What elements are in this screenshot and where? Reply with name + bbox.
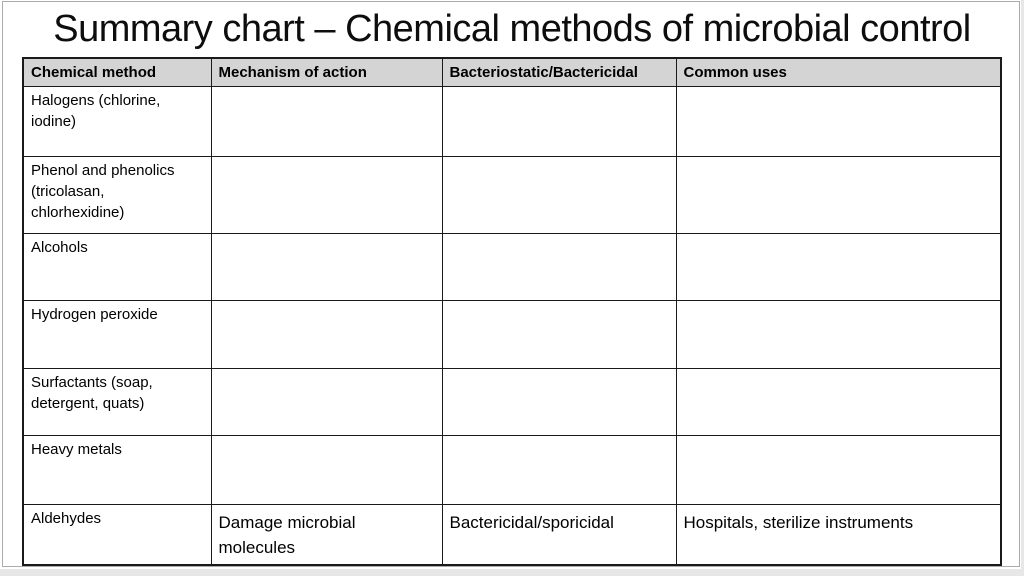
table-row: Halogens (chlorine, iodine) (22, 85, 1002, 157)
cell-chemical-method: Alcohols (22, 232, 212, 301)
cell-mechanism (210, 155, 443, 234)
cell-static-cidal (441, 85, 677, 157)
column-header-common-uses: Common uses (675, 57, 1002, 87)
cell-static-cidal (441, 434, 677, 505)
column-header-static-cidal: Bacteriostatic/Bactericidal (441, 57, 677, 87)
cell-chemical-method: Hydrogen peroxide (22, 299, 212, 369)
cell-common-uses (675, 85, 1002, 157)
cell-chemical-method: Halogens (chlorine, iodine) (22, 85, 212, 157)
cell-common-uses (675, 367, 1002, 436)
cell-static-cidal (441, 367, 677, 436)
cell-static-cidal: Bactericidal/sporicidal (441, 503, 677, 565)
cell-static-cidal (441, 155, 677, 234)
slide-title: Summary chart – Chemical methods of micr… (53, 8, 971, 50)
cell-static-cidal (441, 232, 677, 301)
cell-mechanism: Damage microbial molecules (210, 503, 443, 565)
table-row: Aldehydes Damage microbial molecules Bac… (22, 503, 1002, 565)
table-row: Heavy metals (22, 434, 1002, 505)
cell-static-cidal (441, 299, 677, 369)
cell-mechanism (210, 299, 443, 369)
cell-mechanism (210, 85, 443, 157)
slide: Summary chart – Chemical methods of micr… (2, 1, 1020, 567)
canvas-right-edge (1021, 0, 1024, 576)
table-row: Surfactants (soap, detergent, quats) (22, 367, 1002, 436)
canvas-bottom-edge (0, 569, 1024, 576)
cell-chemical-method: Heavy metals (22, 434, 212, 505)
cell-chemical-method: Aldehydes (22, 503, 212, 565)
column-header-chemical-method: Chemical method (22, 57, 212, 87)
cell-common-uses (675, 434, 1002, 505)
table-row: Phenol and phenolics (tricolasan, chlorh… (22, 155, 1002, 234)
cell-chemical-method: Surfactants (soap, detergent, quats) (22, 367, 212, 436)
cell-common-uses (675, 299, 1002, 369)
table-row: Hydrogen peroxide (22, 299, 1002, 369)
column-header-mechanism: Mechanism of action (210, 57, 443, 87)
table-row: Alcohols (22, 232, 1002, 301)
cell-common-uses: Hospitals, sterilize instruments (675, 503, 1002, 565)
summary-table: Chemical method Mechanism of action Bact… (22, 57, 1002, 566)
cell-mechanism (210, 367, 443, 436)
cell-chemical-method: Phenol and phenolics (tricolasan, chlorh… (22, 155, 212, 234)
table-header-row: Chemical method Mechanism of action Bact… (22, 57, 1002, 87)
cell-mechanism (210, 434, 443, 505)
cell-common-uses (675, 232, 1002, 301)
cell-common-uses (675, 155, 1002, 234)
cell-mechanism (210, 232, 443, 301)
